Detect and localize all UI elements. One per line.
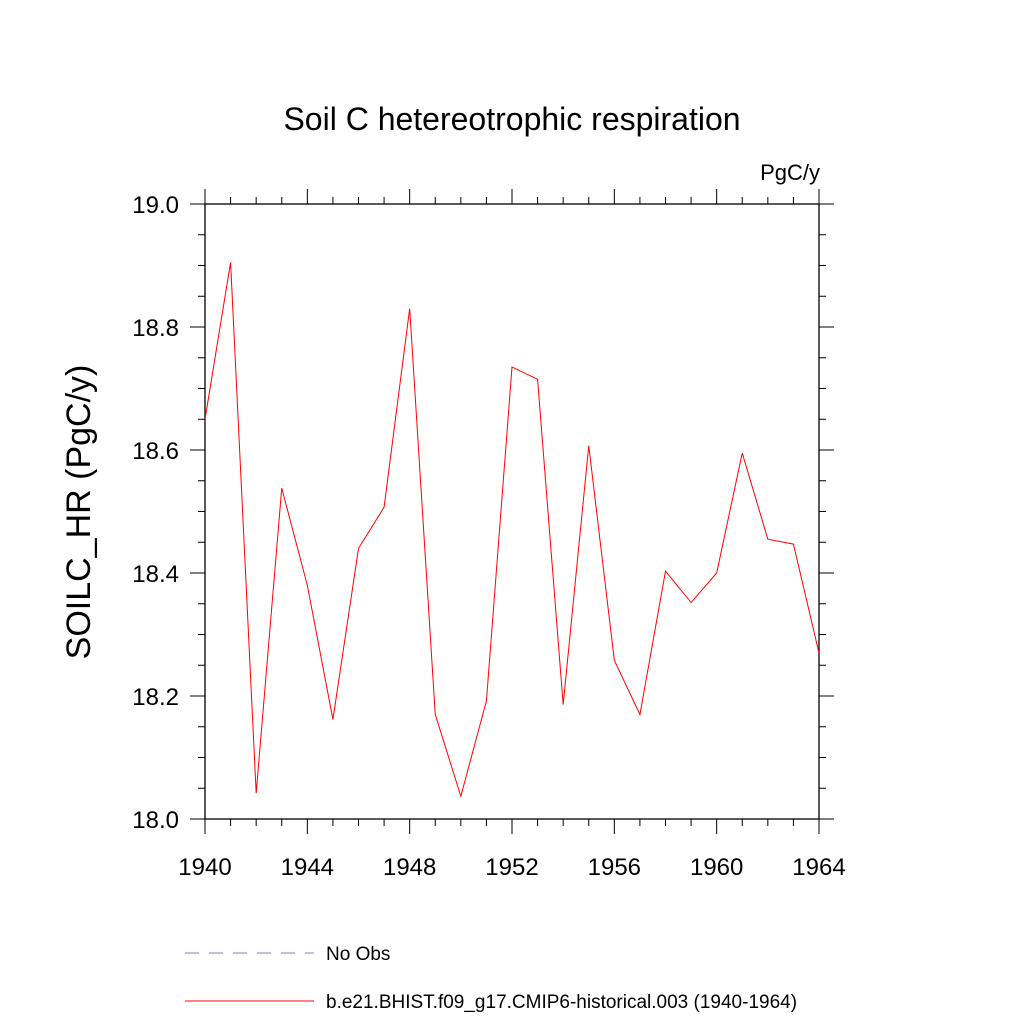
x-tick-label: 1944 <box>281 854 334 881</box>
y-tick-label: 18.6 <box>132 438 179 465</box>
x-tick-label: 1956 <box>588 854 641 881</box>
x-tick-label: 1952 <box>485 854 538 881</box>
y-tick-label: 18.4 <box>132 561 179 588</box>
x-tick-label: 1948 <box>383 854 436 881</box>
plot-area: 1940 1944 1948 1952 1956 1960 1964 18.0 18.2 18.4… <box>132 189 846 881</box>
y-tick-label: 18.0 <box>132 807 179 834</box>
y-axis-label: SOILC_HR (PgC/y) <box>60 365 98 660</box>
y-tick-label: 19.0 <box>132 192 179 219</box>
x-tick-label: 1960 <box>690 854 743 881</box>
x-tick-label: 1940 <box>178 854 231 881</box>
legend-label: No Obs <box>326 944 390 965</box>
legend-label: b.e21.BHIST.f09_g17.CMIP6-historical.003… <box>326 992 797 1013</box>
chart-title: Soil C hetereotrophic respiration <box>283 101 740 137</box>
units-label: PgC/y <box>760 160 820 185</box>
y-tick-label: 18.2 <box>132 684 179 711</box>
series-line <box>204 262 820 799</box>
x-tick-label: 1964 <box>792 854 845 881</box>
y-tick-label: 18.8 <box>132 315 179 342</box>
plot-frame <box>204 203 820 820</box>
legend: No Obs b.e21.BHIST.f09_g17.CMIP6-historic… <box>185 944 797 1013</box>
